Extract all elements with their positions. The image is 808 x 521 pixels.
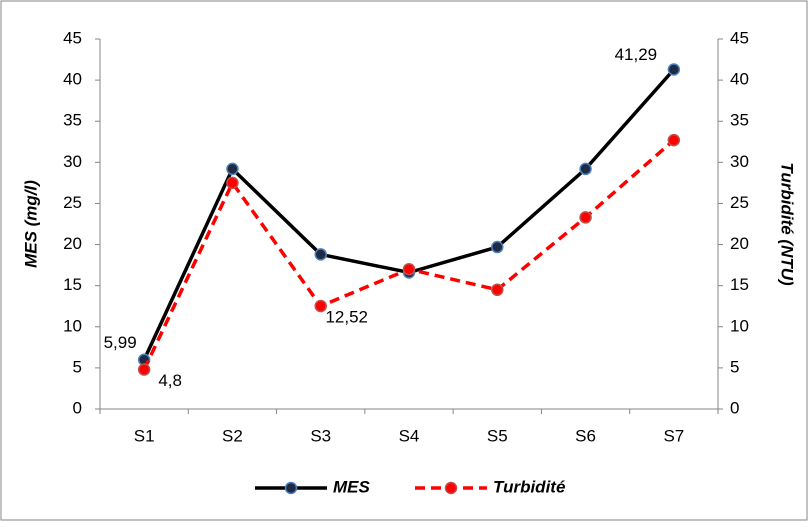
- legend-marker: [284, 481, 298, 495]
- data-label: 12,52: [325, 308, 368, 327]
- point-marker: [314, 299, 327, 313]
- y2-tick-label: 15: [730, 275, 749, 294]
- point-marker: [226, 176, 239, 190]
- x-tick-label: S5: [487, 426, 508, 445]
- legend-marker: [444, 481, 458, 495]
- data-label: 41,29: [615, 45, 658, 64]
- point-marker: [667, 133, 681, 147]
- point-marker: [579, 211, 592, 224]
- y-axis-title: MES (mg/l): [21, 180, 40, 268]
- x-tick-label: S4: [399, 426, 420, 445]
- y-tick-label: 30: [63, 152, 82, 171]
- y2-tick-label: 5: [730, 357, 739, 376]
- x-tick-label: S3: [310, 426, 331, 445]
- y-tick-label: 10: [63, 316, 82, 335]
- y2-tick-label: 10: [730, 316, 749, 335]
- y2-tick-label: 25: [730, 193, 749, 212]
- y-tick-label: 20: [63, 234, 82, 253]
- point-marker: [667, 63, 681, 76]
- y2-tick-label: 40: [730, 70, 749, 89]
- point-marker: [137, 363, 151, 376]
- legend-label: Turbidité: [493, 477, 565, 496]
- y-tick-label: 15: [63, 275, 82, 294]
- y2-tick-label: 35: [730, 111, 749, 130]
- point-marker: [579, 162, 592, 176]
- x-tick-label: S2: [222, 426, 243, 445]
- y2-tick-label: 30: [730, 152, 749, 171]
- x-tick-label: S7: [663, 426, 684, 445]
- y-tick-label: 40: [63, 70, 82, 89]
- y2-tick-label: 45: [730, 28, 749, 47]
- point-marker: [314, 248, 327, 261]
- data-label: 5,99: [104, 333, 137, 352]
- x-tick-label: S1: [134, 426, 155, 445]
- point-marker: [491, 240, 504, 254]
- x-tick-label: S6: [575, 426, 596, 445]
- data-label: 4,8: [158, 371, 182, 390]
- y-tick-label: 5: [73, 357, 82, 376]
- y-tick-label: 25: [63, 193, 82, 212]
- y2-tick-label: 20: [730, 234, 749, 253]
- y2-tick-label: 0: [730, 398, 739, 417]
- point-marker: [491, 283, 504, 297]
- y-tick-label: 45: [63, 28, 82, 47]
- y-tick-label: 35: [63, 111, 82, 130]
- legend-label: MES: [333, 477, 371, 496]
- y2-axis-title: Turbidité (NTU): [778, 162, 797, 286]
- point-marker: [402, 262, 416, 276]
- y-tick-label: 0: [73, 398, 82, 417]
- point-marker: [226, 162, 239, 176]
